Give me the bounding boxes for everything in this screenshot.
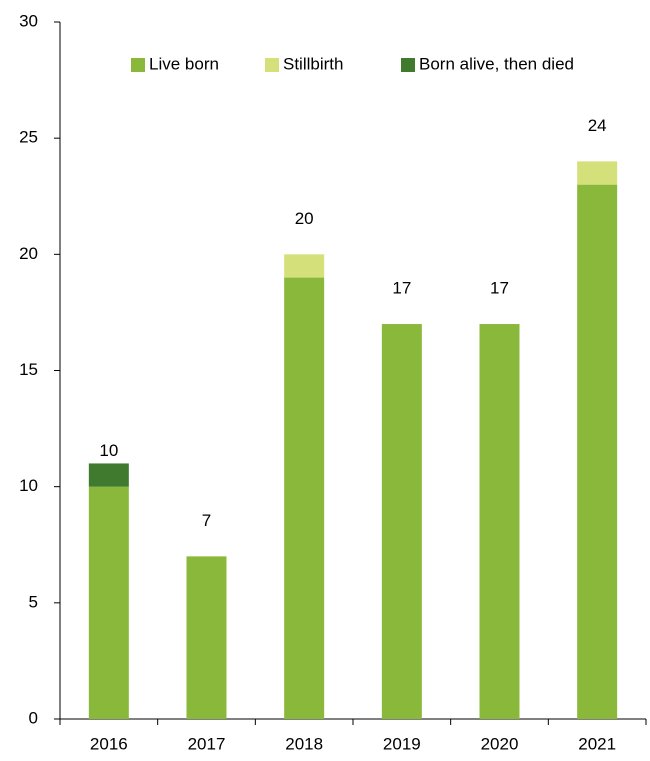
total-label: 17 xyxy=(490,279,509,298)
bar-segment xyxy=(88,486,129,719)
legend-swatch xyxy=(401,58,415,72)
bar-segment xyxy=(284,254,325,278)
total-label: 7 xyxy=(202,511,211,530)
bar-segment xyxy=(381,324,422,719)
total-label: 10 xyxy=(99,441,118,460)
total-label: 20 xyxy=(295,209,314,228)
bar-segment xyxy=(577,184,618,720)
bar-segment xyxy=(88,463,129,487)
total-label: 24 xyxy=(588,116,607,135)
y-tick-label: 20 xyxy=(19,244,38,263)
bar-segment xyxy=(186,556,227,719)
legend-label: Born alive, then died xyxy=(419,54,574,73)
bar-segment xyxy=(479,324,520,719)
legend-label: Live born xyxy=(149,54,219,73)
y-tick-label: 15 xyxy=(19,360,38,379)
y-tick-label: 0 xyxy=(29,708,38,727)
total-label: 17 xyxy=(392,279,411,298)
x-tick-label: 2019 xyxy=(383,734,421,753)
legend-swatch xyxy=(265,58,279,72)
y-tick-label: 25 xyxy=(19,128,38,147)
x-tick-label: 2020 xyxy=(481,734,519,753)
x-tick-label: 2017 xyxy=(188,734,226,753)
x-tick-label: 2021 xyxy=(578,734,616,753)
legend-swatch xyxy=(131,58,145,72)
x-tick-label: 2016 xyxy=(90,734,128,753)
bar-segment xyxy=(577,161,618,185)
y-tick-label: 30 xyxy=(19,11,38,30)
bar-segment xyxy=(284,277,325,719)
y-tick-label: 5 xyxy=(29,592,38,611)
x-tick-label: 2018 xyxy=(285,734,323,753)
y-tick-label: 10 xyxy=(19,476,38,495)
legend-label: Stillbirth xyxy=(283,54,343,73)
